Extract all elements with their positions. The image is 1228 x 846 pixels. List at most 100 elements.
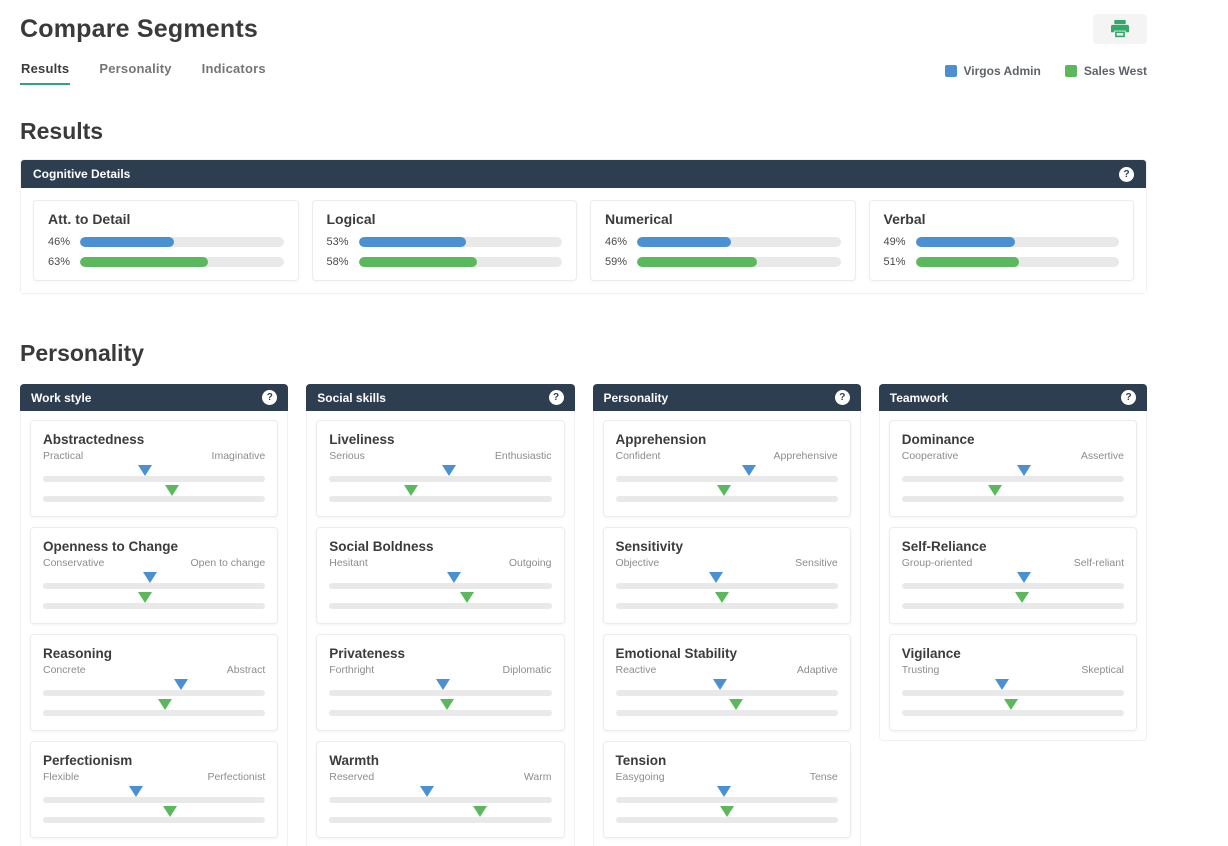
legend-item-sales-west: Sales West: [1064, 64, 1147, 78]
marker-sales-west: [1003, 699, 1018, 710]
tab-results[interactable]: Results: [20, 61, 71, 85]
trait-label-right: Assertive: [1080, 450, 1124, 462]
bar-value-label: 46%: [605, 236, 628, 248]
marker-virgos-admin: [142, 572, 157, 583]
slider-track: [615, 485, 838, 502]
panel-title: Cognitive Details: [33, 167, 131, 181]
content: Compare Segments Results Personality Indic…: [20, 0, 1147, 846]
marker-sales-west: [138, 592, 153, 603]
trait-label-right: Enthusiastic: [494, 450, 552, 462]
trait-card-dominance: Dominance Cooperative Assertive: [888, 420, 1137, 517]
legend-label: Virgos Admin: [963, 64, 1041, 78]
trait-card-apprehension: Apprehension Confident Apprehensive: [602, 420, 851, 517]
print-button[interactable]: [1093, 14, 1147, 44]
trait-scale-labels: Trusting Skeptical: [902, 664, 1124, 676]
bar-track: [637, 237, 841, 247]
slider-track: [329, 485, 552, 502]
trait-label-right: Skeptical: [1081, 664, 1124, 676]
marker-virgos-admin: [138, 465, 153, 476]
marker-sales-west: [460, 592, 475, 603]
bar-fill-virgos-admin: [915, 237, 1016, 247]
help-icon[interactable]: ?: [834, 390, 850, 405]
printer-icon: [1110, 20, 1130, 38]
bar-value-label: 58%: [326, 256, 349, 268]
trait-title: Privateness: [329, 646, 406, 661]
trait-card-perfectionism: Perfectionism Flexible Perfectionist: [30, 741, 279, 838]
trait-title: Liveliness: [329, 432, 395, 447]
marker-virgos-admin: [717, 786, 732, 797]
personality-column-social-skills: Social skills? Liveliness Serious Enthusias…: [306, 384, 575, 846]
help-icon[interactable]: ?: [548, 390, 564, 405]
bar-row-virgos-admin: 49%: [883, 236, 1119, 248]
trait-label-right: Apprehensive: [773, 450, 838, 462]
trait-title: Emotional Stability: [615, 646, 738, 661]
trait-card-tension: Tension Easygoing Tense: [602, 741, 851, 838]
bar-row-virgos-admin: 46%: [48, 236, 284, 248]
trait-title: Tension: [615, 753, 667, 768]
trait-scale-labels: Reserved Warm: [329, 771, 551, 783]
marker-virgos-admin: [712, 679, 727, 690]
tab-indicators[interactable]: Indicators: [201, 61, 267, 85]
bar-fill-sales-west: [637, 257, 758, 267]
marker-virgos-admin: [173, 679, 188, 690]
trait-label-left: Practical: [43, 450, 84, 462]
marker-virgos-admin: [1016, 572, 1031, 583]
trait-scale-labels: Flexible Perfectionist: [43, 771, 265, 783]
trait-card-social-boldness: Social Boldness Hesitant Outgoing: [316, 527, 565, 624]
bar-row-sales-west: 59%: [605, 256, 841, 268]
bar-fill-virgos-admin: [358, 237, 467, 247]
bar-track: [80, 257, 284, 267]
bar-row-sales-west: 51%: [883, 256, 1119, 268]
slider-track: [43, 465, 266, 482]
slider-track: [43, 699, 266, 716]
trait-label-right: Self-reliant: [1073, 557, 1124, 569]
marker-sales-west: [728, 699, 743, 710]
trait-card-reasoning: Reasoning Concrete Abstract: [30, 634, 279, 731]
trait-card-emotional-stability: Emotional Stability Reactive Adaptive: [602, 634, 851, 731]
trait-card-abstractedness: Abstractedness Practical Imaginative: [30, 420, 279, 517]
bar-value-label: 46%: [48, 236, 71, 248]
trait-label-left: Reserved: [329, 771, 375, 783]
legend-swatch: [944, 65, 957, 77]
slider-track: [329, 592, 552, 609]
trait-label-right: Warm: [523, 771, 552, 783]
bar-fill-sales-west: [80, 257, 209, 267]
trait-card-privateness: Privateness Forthright Diplomatic: [316, 634, 565, 731]
help-icon[interactable]: ?: [1121, 390, 1136, 405]
trait-label-right: Sensitive: [795, 557, 838, 569]
marker-virgos-admin: [708, 572, 723, 583]
slider-track: [43, 806, 266, 823]
slider-track: [901, 465, 1124, 482]
marker-virgos-admin: [446, 572, 461, 583]
slider-track: [43, 679, 266, 696]
bar-fill-sales-west: [915, 257, 1020, 267]
marker-virgos-admin: [435, 679, 450, 690]
trait-scale-labels: Objective Sensitive: [616, 557, 838, 569]
help-icon[interactable]: ?: [262, 390, 278, 405]
marker-sales-west: [717, 485, 732, 496]
trait-label-right: Abstract: [226, 664, 266, 676]
help-icon[interactable]: ?: [1119, 166, 1134, 182]
personality-column-teamwork: Teamwork? Dominance Cooperative Assertive Se…: [878, 384, 1147, 741]
slider-track: [329, 465, 552, 482]
marker-virgos-admin: [741, 465, 756, 476]
cognitive-cards-row: Att. to Detail 46% 63% Logical 53% 58% Numeric…: [21, 188, 1146, 293]
bar-value-label: 51%: [883, 256, 906, 268]
marker-virgos-admin: [1016, 465, 1031, 476]
bar-fill-sales-west: [358, 257, 477, 267]
legend-swatch: [1064, 65, 1077, 77]
slider-track: [329, 806, 552, 823]
slider-track: [329, 679, 552, 696]
column-title: Work style: [31, 390, 92, 405]
trait-label-left: Reactive: [615, 664, 657, 676]
trait-label-left: Serious: [329, 450, 365, 462]
trait-label-left: Confident: [615, 450, 661, 462]
bar-value-label: 49%: [883, 236, 906, 248]
legend: Virgos Admin Sales West: [944, 64, 1147, 85]
trait-label-right: Imaginative: [211, 450, 266, 462]
column-header: Personality?: [592, 384, 861, 411]
slider-track: [615, 786, 838, 803]
result-card-verbal: Verbal 49% 51%: [868, 200, 1134, 281]
trait-scale-labels: Reactive Adaptive: [616, 664, 838, 676]
tab-personality[interactable]: Personality: [98, 61, 172, 85]
